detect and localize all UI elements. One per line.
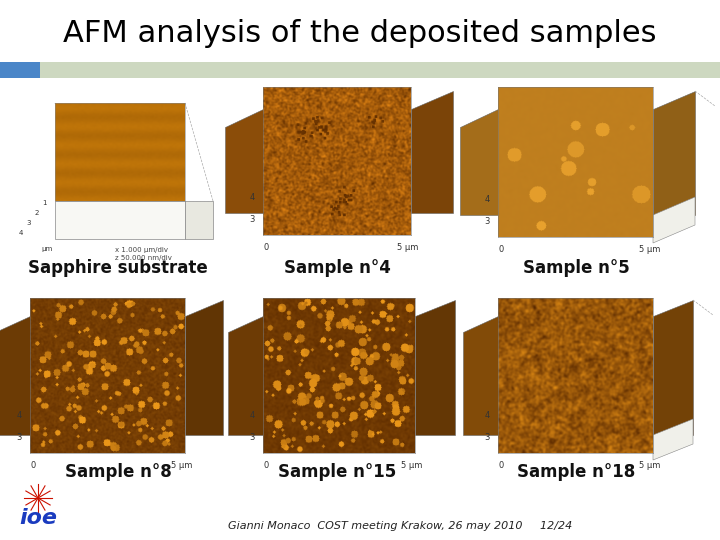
- Text: 0: 0: [264, 243, 269, 252]
- Polygon shape: [411, 91, 453, 213]
- Polygon shape: [653, 91, 695, 215]
- Text: 5 µm: 5 µm: [401, 461, 423, 470]
- Text: 3: 3: [27, 220, 31, 226]
- Polygon shape: [653, 419, 693, 460]
- Polygon shape: [185, 300, 223, 435]
- Text: 3: 3: [250, 215, 255, 225]
- Text: 5 µm: 5 µm: [639, 461, 661, 470]
- Text: 4: 4: [485, 195, 490, 205]
- Text: 4: 4: [19, 230, 23, 236]
- Text: 5 µm: 5 µm: [639, 245, 661, 254]
- Text: 4: 4: [250, 193, 255, 202]
- Text: 0: 0: [264, 461, 269, 470]
- Text: 5 µm: 5 µm: [171, 461, 193, 470]
- Text: Sample n°5: Sample n°5: [523, 259, 629, 277]
- Text: ioe: ioe: [19, 508, 57, 528]
- Polygon shape: [653, 197, 695, 243]
- Text: x 1.000 µm/div: x 1.000 µm/div: [115, 247, 168, 253]
- Polygon shape: [415, 300, 455, 435]
- Text: Sapphire substrate: Sapphire substrate: [28, 259, 208, 277]
- Text: 1: 1: [42, 200, 47, 206]
- Bar: [40, 62, 720, 78]
- Text: Sample n°8: Sample n°8: [65, 463, 171, 481]
- Text: 3: 3: [485, 218, 490, 226]
- Bar: [0, 62, 40, 78]
- Text: 4: 4: [485, 411, 490, 421]
- Text: Sample n°15: Sample n°15: [278, 463, 396, 481]
- Text: 3: 3: [485, 434, 490, 442]
- Text: 0: 0: [30, 461, 35, 470]
- Bar: [185, 201, 213, 239]
- Text: 4: 4: [250, 411, 255, 421]
- Text: 4: 4: [17, 411, 22, 421]
- Text: 3: 3: [17, 434, 22, 442]
- Text: Sample n°18: Sample n°18: [517, 463, 635, 481]
- Text: Sample n°4: Sample n°4: [284, 259, 390, 277]
- Text: 2: 2: [35, 210, 39, 216]
- Polygon shape: [463, 316, 498, 435]
- Text: 0: 0: [498, 461, 503, 470]
- Text: z 50.000 nm/div: z 50.000 nm/div: [115, 255, 172, 261]
- Text: Gianni Monaco  COST meeting Krakow, 26 may 2010     12/24: Gianni Monaco COST meeting Krakow, 26 ma…: [228, 521, 572, 531]
- Text: µm: µm: [42, 246, 53, 252]
- Text: 0: 0: [498, 245, 503, 254]
- Polygon shape: [225, 109, 263, 213]
- Text: 3: 3: [250, 434, 255, 442]
- Bar: [55, 201, 185, 239]
- Polygon shape: [0, 316, 30, 435]
- Text: 5 µm: 5 µm: [397, 243, 419, 252]
- Polygon shape: [228, 316, 263, 435]
- Polygon shape: [460, 109, 498, 215]
- Text: AFM analysis of the deposited samples: AFM analysis of the deposited samples: [63, 18, 657, 48]
- Polygon shape: [653, 300, 693, 435]
